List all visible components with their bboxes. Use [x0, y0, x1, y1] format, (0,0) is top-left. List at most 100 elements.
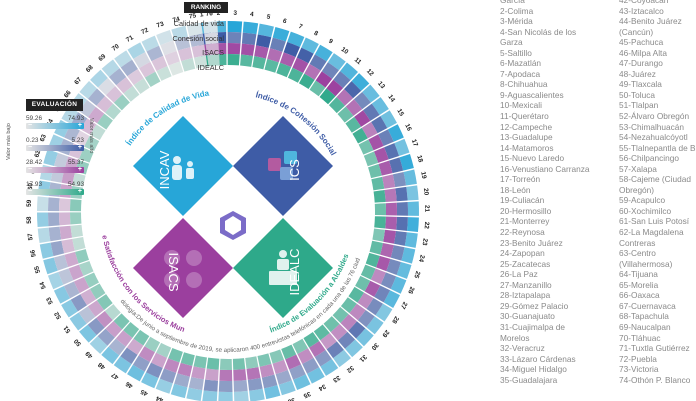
- rank-number: 68: [85, 64, 95, 74]
- rank-cell: [245, 356, 259, 369]
- rank-cell: [369, 240, 383, 255]
- rank-cell: [301, 37, 319, 54]
- rank-cell: [186, 387, 203, 401]
- rank-cell: [374, 203, 386, 216]
- rank-cell: [373, 189, 386, 203]
- quadrant-abbr: ICS: [287, 159, 302, 181]
- city-list-item: 49-Tlaxcala: [619, 79, 662, 90]
- rank-cell: [358, 139, 374, 155]
- index-label-isacs: ISACS: [202, 48, 224, 57]
- rank-number: 21: [423, 205, 430, 213]
- rank-cell: [138, 346, 155, 362]
- rank-cell: [193, 355, 207, 369]
- rank-number: 15: [395, 108, 405, 118]
- rank-cell: [133, 52, 151, 69]
- rank-number: 33: [331, 374, 341, 384]
- rank-cell: [368, 164, 382, 179]
- rank-cell: [319, 88, 336, 105]
- city-list-item: 26-La Paz: [500, 269, 538, 280]
- rank-cell: [53, 254, 69, 271]
- city-list-item: 59-Acapulco: [619, 195, 666, 206]
- city-list-item: 62-La Magdalena: [619, 227, 684, 238]
- rank-cell: [348, 321, 366, 339]
- city-list-item: 7-Apodaca: [500, 68, 541, 79]
- rank-cell: [406, 185, 419, 201]
- rank-cell: [337, 331, 356, 349]
- rank-cell: [328, 97, 345, 114]
- rank-cell: [389, 157, 404, 174]
- rank-cell: [144, 71, 161, 87]
- legend-min: 28.42: [26, 159, 42, 166]
- rank-number: 59: [26, 199, 33, 207]
- rank-number: 10: [340, 46, 350, 56]
- rank-cell: [79, 80, 98, 99]
- city-list-item: 56-Chilpancingo: [619, 153, 679, 164]
- rank-cell: [101, 59, 120, 77]
- rank-cell: [79, 324, 97, 343]
- city-list-item: 30-Guanajuato: [500, 311, 555, 322]
- plus-icon: +: [77, 188, 82, 195]
- rank-cell: [264, 58, 279, 73]
- legend-max: 74.93: [68, 115, 84, 122]
- rank-cell: [370, 268, 386, 285]
- rank-cell: [352, 127, 368, 144]
- rank-cell: [75, 249, 90, 264]
- rank-cell: [256, 34, 272, 48]
- rank-cell: [79, 147, 94, 163]
- rank-cell: [50, 240, 65, 257]
- legend-gradient: − +: [26, 122, 84, 129]
- rank-cell: [83, 272, 100, 288]
- rank-number: 51: [62, 324, 72, 334]
- rank-cell: [254, 45, 269, 59]
- rank-number: 27: [399, 300, 409, 310]
- rank-cell: [326, 79, 344, 97]
- rank-number: 8: [313, 30, 320, 38]
- rank-number: 22: [423, 221, 430, 229]
- rank-cell: [64, 251, 79, 268]
- rank-cell: [330, 323, 348, 341]
- rank-cell: [74, 130, 90, 147]
- rank-cell: [218, 391, 233, 401]
- rank-cell: [304, 63, 321, 80]
- rank-number: 2: [216, 10, 220, 17]
- rank-cell: [362, 84, 380, 103]
- city-list-item: 35-Guadalajara: [500, 374, 558, 385]
- rank-cell: [378, 129, 394, 147]
- rank-cell: [72, 172, 86, 187]
- rank-cell: [375, 303, 393, 322]
- rank-cell: [380, 272, 397, 289]
- city-list-item: 58-Cajeme (Ciudad: [619, 174, 691, 185]
- rank-cell: [43, 149, 58, 167]
- rank-cell: [180, 352, 195, 366]
- rank-number: 28: [390, 315, 400, 325]
- rank-cell: [68, 264, 84, 281]
- rank-cell: [156, 66, 172, 81]
- rank-cell: [97, 113, 113, 130]
- rank-cell: [123, 321, 140, 338]
- quadrant-abbr: IDEALC: [287, 249, 302, 296]
- index-quadrants: INCAV ICS ISACS IDEALC: [133, 116, 333, 318]
- rank-cell: [144, 336, 161, 353]
- city-list-item: 27-Manzanillo: [500, 279, 552, 290]
- rank-cell: [202, 21, 218, 34]
- city-list-item: Garza: [500, 37, 523, 48]
- legend-row: 28.42 55.37− +: [26, 159, 84, 173]
- rank-cell: [348, 286, 364, 303]
- rank-cell: [404, 232, 418, 248]
- rank-cell: [247, 377, 263, 391]
- city-list-item: Morelos: [500, 332, 530, 343]
- index-label-idealc: IDEALC: [197, 63, 224, 72]
- rank-cell: [313, 324, 330, 341]
- rank-cell: [259, 363, 275, 378]
- rank-cell: [127, 364, 145, 382]
- rank-cell: [205, 43, 220, 56]
- city-list-item: Obregón): [619, 184, 655, 195]
- rank-cell: [385, 216, 397, 230]
- city-list-item: 61-San Luis Potosí: [619, 216, 690, 227]
- rank-number: 36: [286, 396, 295, 401]
- rank-cell: [63, 281, 80, 299]
- city-list-item: 19-Culiacán: [500, 195, 545, 206]
- rank-cell: [120, 347, 138, 365]
- rank-number: 75: [189, 12, 198, 20]
- city-list-item: 21-Monterrey: [500, 216, 550, 227]
